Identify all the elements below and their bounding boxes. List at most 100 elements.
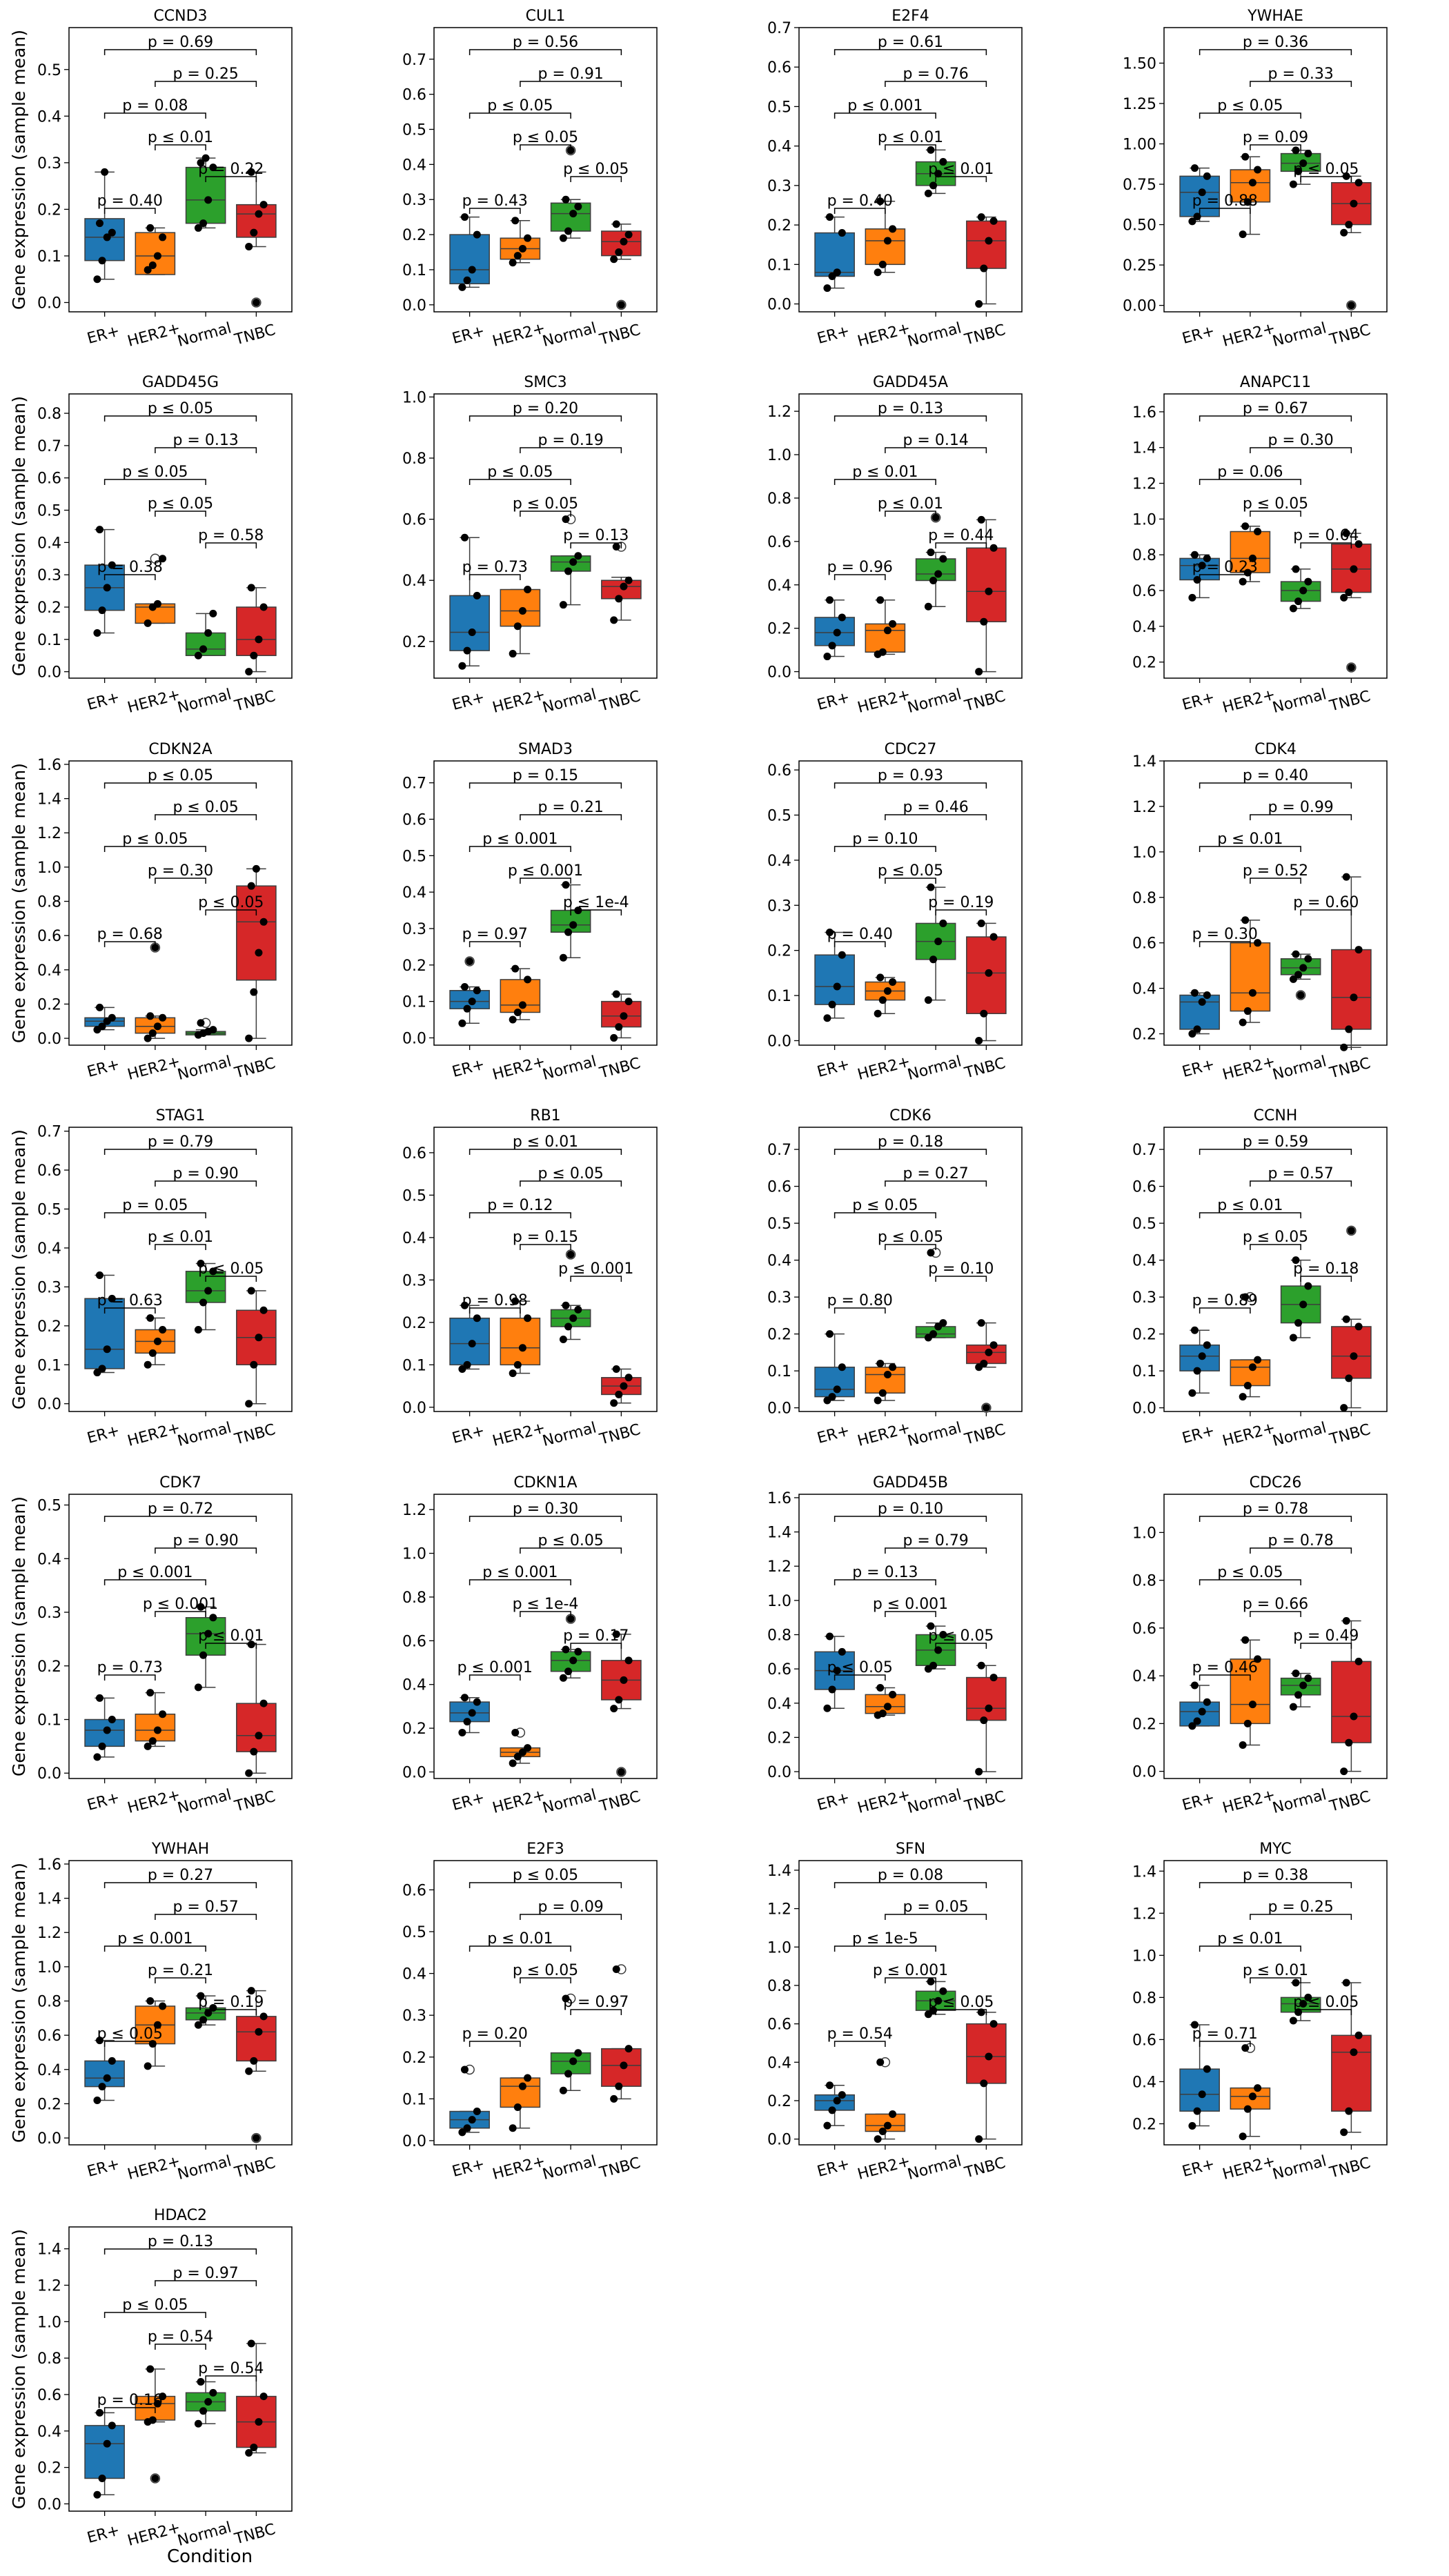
box-ER+ [814,1330,855,1405]
box-HER2+ [1230,1291,1271,1401]
y-tick-label: 0.6 [1132,1621,1156,1638]
significance-bracket: p = 0.21 [520,799,622,820]
data-point [468,1340,476,1348]
data-point [1188,593,1196,602]
box-TNBC [236,1641,277,1777]
data-point [624,2045,633,2053]
chart-title: SMAD3 [518,741,573,758]
data-point [1188,217,1196,226]
box-TNBC [966,213,1007,308]
significance-bracket: p = 0.88 [1192,192,1258,214]
box-ER+ [449,2064,490,2137]
x-tick-label: TNBC [1328,1055,1372,1082]
p-value-label: p ≤ 0.05 [1293,161,1359,178]
bracket-line [155,511,206,517]
bracket-line [1199,415,1352,422]
y-tick-label: 0.8 [37,2350,61,2368]
y-tick-label: 0.50 [1123,217,1156,235]
data-point [1292,1256,1300,1265]
data-point [93,2096,101,2104]
data-point [245,668,253,676]
x-tick-label: HER2+ [1221,1053,1277,1084]
p-value-label: p ≤ 0.001 [482,1564,558,1581]
data-point [524,975,532,984]
box-HER2+ [135,1689,176,1750]
box-ER+ [814,1632,855,1712]
data-point [1203,991,1211,999]
chart-panel-CDK4: CDK4 0.2 0.4 0.6 0.8 1.0 1.2 1.4 ER+ HER2+Normal T… [1132,741,1388,1084]
bracket-line [935,1643,987,1649]
data-point [1243,1007,1252,1015]
data-point [975,668,983,676]
x-tick-label: Normal [541,319,598,350]
data-point [252,2134,260,2142]
data-point [194,651,202,660]
p-value-label: p = 0.97 [172,2265,238,2282]
significance-bracket: p = 0.30 [1250,432,1352,453]
p-value-label: p = 0.19 [928,894,994,911]
p-value-label: p ≤ 0.05 [513,495,578,513]
y-tick-label: 0.8 [767,1978,791,1995]
box-TNBC [966,1319,1007,1413]
data-point [564,928,573,936]
bracket-line [1250,81,1352,87]
axes-frame [1163,1494,1388,1779]
data-point [924,602,932,611]
p-value-label: p ≤ 0.001 [847,97,923,115]
significance-bracket: p ≤ 0.05 [103,2297,206,2318]
p-value-label: p = 0.21 [538,799,603,816]
data-point [1239,577,1247,586]
box-Normal [185,1603,226,1692]
box-TNBC [601,220,642,310]
box-HER2+ [135,224,176,275]
significance-bracket: p ≤ 0.01 [148,1229,213,1250]
bracket-line [103,2407,156,2413]
box-Normal [550,145,591,242]
p-value-label: p ≤ 0.01 [928,161,994,178]
p-value-label: p = 0.78 [1243,1500,1308,1518]
y-tick-label: 0.6 [1132,583,1156,600]
p-value-label: p = 0.19 [538,432,603,449]
box-ER+ [449,956,490,1027]
y-tick-label: 0.3 [767,898,791,915]
chart-title: GADD45A [873,374,948,391]
p-value-label: p = 0.27 [148,1867,213,1884]
box-TNBC [966,919,1007,1044]
y-tick-label: 0.8 [37,406,61,423]
x-tick-label: ER+ [451,1422,486,1447]
y-tick-label: 0.1 [1132,1363,1156,1380]
chart-title: MYC [1259,1841,1292,1858]
data-point [93,628,101,637]
data-point [1345,588,1353,597]
y-tick-label: 0.8 [1132,890,1156,907]
significance-bracket: p = 0.54 [827,2025,893,2047]
p-value-label: p = 0.16 [97,2392,163,2409]
y-tick-label: 1.6 [767,1490,791,1507]
p-value-label: p ≤ 0.05 [122,464,188,481]
significance-bracket: p ≤ 0.05 [198,1260,264,1282]
x-tick-label: ER+ [816,1789,851,1814]
data-point [153,1337,161,1345]
data-point [828,2106,836,2114]
data-point [564,1322,573,1331]
data-point [458,1728,466,1736]
y-tick-label: 0.75 [1123,177,1156,194]
y-tick-label: 0.4 [37,535,61,552]
y-tick-label: 0.1 [37,248,61,266]
box-HER2+ [135,1314,176,1369]
significance-bracket: p = 0.13 [563,527,629,548]
y-tick-label: 0.6 [402,1882,426,1899]
chart-title: CUL1 [526,8,566,25]
data-point [144,266,152,274]
data-point [1342,873,1350,881]
data-point [889,225,897,233]
data-point [559,2086,567,2094]
box-iqr [449,234,490,285]
data-point [1350,199,1358,208]
bracket-line [103,1945,206,1952]
data-point [146,2365,155,2373]
significance-bracket: p = 0.40 [827,192,893,214]
data-point [98,2083,106,2091]
y-tick-label: 0.2 [1132,1716,1156,1733]
data-point [934,1646,943,1654]
